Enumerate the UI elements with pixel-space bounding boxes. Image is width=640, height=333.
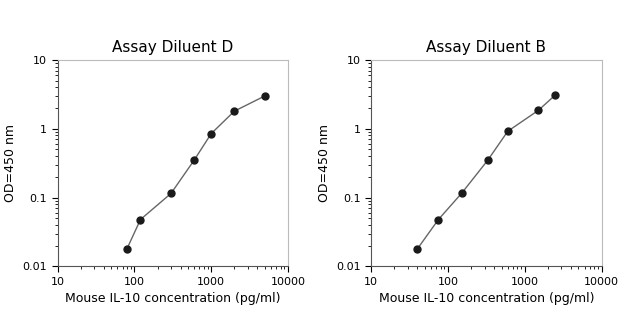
Y-axis label: OD=450 nm: OD=450 nm <box>317 124 331 202</box>
Title: Assay Diluent D: Assay Diluent D <box>112 40 234 55</box>
Title: Assay Diluent B: Assay Diluent B <box>426 40 547 55</box>
X-axis label: Mouse IL-10 concentration (pg/ml): Mouse IL-10 concentration (pg/ml) <box>379 292 594 305</box>
X-axis label: Mouse IL-10 concentration (pg/ml): Mouse IL-10 concentration (pg/ml) <box>65 292 280 305</box>
Y-axis label: OD=450 nm: OD=450 nm <box>4 124 17 202</box>
